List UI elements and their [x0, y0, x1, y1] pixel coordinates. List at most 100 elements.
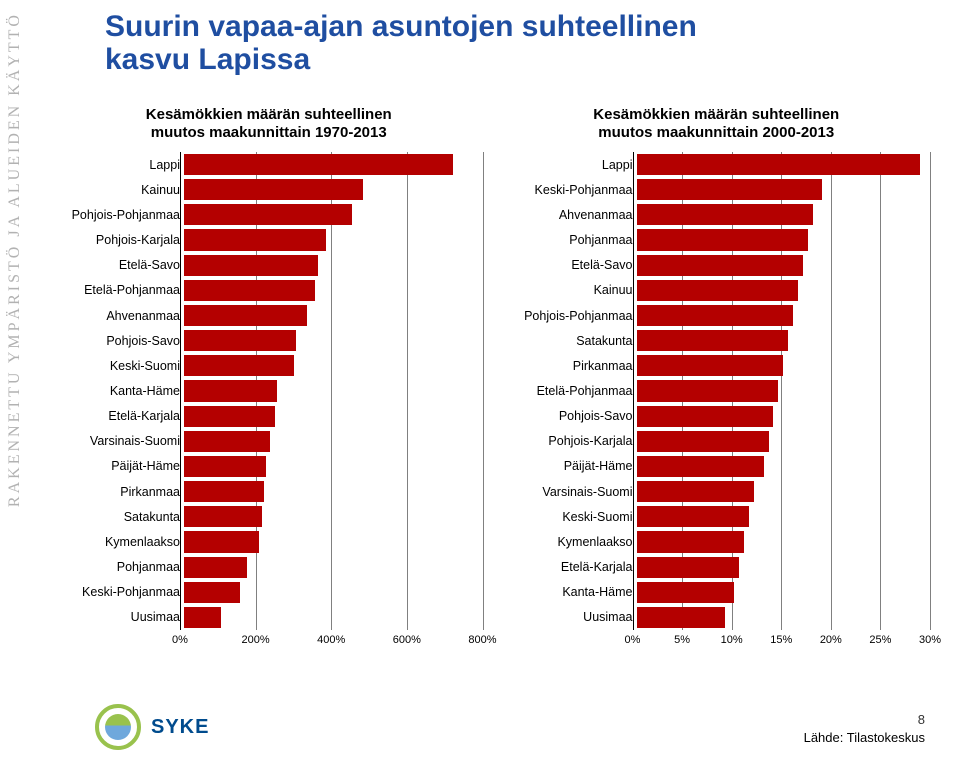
axis-tick-label: 0% [172, 634, 188, 646]
bar-row: Kainuu [503, 278, 931, 303]
source-label: Lähde: Tilastokeskus [804, 730, 925, 745]
bar-row: Etelä-Karjala [55, 404, 483, 429]
category-label: Pohjois-Pohjanmaa [503, 309, 637, 323]
bar [637, 406, 774, 427]
bar [184, 380, 277, 401]
axis-tick-label: 400% [317, 634, 345, 646]
syke-logo: SYKE [95, 704, 209, 750]
axis-tick-label: 0% [625, 634, 641, 646]
bar-row: Päijät-Häme [503, 454, 931, 479]
bar-row: Päijät-Häme [55, 454, 483, 479]
category-label: Pirkanmaa [503, 359, 637, 373]
bar [184, 229, 326, 250]
chart1-plot: 0%200%400%600%800%LappiKainuuPohjois-Poh… [55, 152, 483, 652]
category-label: Lappi [55, 158, 184, 172]
bar-row: Uusimaa [503, 605, 931, 630]
bar-row: Pohjois-Savo [55, 328, 483, 353]
category-label: Kanta-Häme [503, 585, 637, 599]
bar-track [637, 328, 931, 353]
bar-row: Pohjois-Pohjanmaa [55, 202, 483, 227]
bar-row: Pirkanmaa [55, 479, 483, 504]
category-label: Etelä-Pohjanmaa [503, 384, 637, 398]
bar [184, 204, 352, 225]
bar-row: Kainuu [55, 177, 483, 202]
category-label: Keski-Pohjanmaa [503, 183, 637, 197]
bar-track [637, 177, 931, 202]
category-label: Satakunta [55, 510, 184, 524]
axis-tick-label: 15% [770, 634, 792, 646]
bar-track [184, 177, 483, 202]
category-label: Varsinais-Suomi [503, 485, 637, 499]
bar-row: Keski-Pohjanmaa [503, 177, 931, 202]
logo-icon [95, 704, 141, 750]
category-label: Etelä-Karjala [55, 409, 184, 423]
bar [637, 255, 803, 276]
axis-tick-label: 20% [820, 634, 842, 646]
category-label: Kymenlaakso [55, 535, 184, 549]
bar-track [184, 479, 483, 504]
bar-track [184, 504, 483, 529]
page-title: Suurin vapaa-ajan asuntojen suhteellinen… [105, 10, 940, 76]
bar [184, 582, 240, 603]
bar-track [637, 278, 931, 303]
bar-row: Pohjanmaa [55, 555, 483, 580]
category-label: Pohjois-Savo [503, 409, 637, 423]
bar [184, 305, 307, 326]
bar [637, 582, 735, 603]
bar-track [184, 202, 483, 227]
category-label: Päijät-Häme [503, 459, 637, 473]
bar-row: Kymenlaakso [55, 529, 483, 554]
charts-row: Kesämökkien määrän suhteellinen muutos m… [45, 106, 940, 652]
category-label: Lappi [503, 158, 637, 172]
bar [184, 481, 264, 502]
bar-track [184, 580, 483, 605]
bar-track [637, 605, 931, 630]
category-label: Pirkanmaa [55, 485, 184, 499]
category-label: Pohjois-Karjala [55, 233, 184, 247]
category-label: Etelä-Pohjanmaa [55, 283, 184, 297]
bar-row: Satakunta [55, 504, 483, 529]
bar [184, 179, 363, 200]
bar-row: Etelä-Savo [55, 253, 483, 278]
category-label: Ahvenanmaa [55, 309, 184, 323]
bar [637, 456, 764, 477]
axis-tick-label: 800% [468, 634, 496, 646]
bar [637, 506, 750, 527]
slide-content: Suurin vapaa-ajan asuntojen suhteellinen… [45, 10, 940, 755]
category-label: Pohjanmaa [503, 233, 637, 247]
category-label: Keski-Pohjanmaa [55, 585, 184, 599]
axis-tick-label: 5% [674, 634, 690, 646]
bar [637, 179, 823, 200]
bar-row: Etelä-Karjala [503, 555, 931, 580]
bar-track [637, 504, 931, 529]
chart2-plot: 0%5%10%15%20%25%30%LappiKeski-PohjanmaaA… [503, 152, 931, 652]
bar-row: Uusimaa [55, 605, 483, 630]
category-label: Ahvenanmaa [503, 208, 637, 222]
bar-track [184, 152, 483, 177]
bar [637, 380, 779, 401]
footer: SYKE 8 Lähde: Tilastokeskus [95, 700, 940, 755]
bar [637, 607, 725, 628]
bar-row: Pohjois-Savo [503, 404, 931, 429]
bar [184, 607, 221, 628]
bar-row: Satakunta [503, 328, 931, 353]
category-label: Kainuu [503, 283, 637, 297]
bar [637, 229, 808, 250]
bar-track [637, 303, 931, 328]
bar [637, 330, 789, 351]
bar-row: Ahvenanmaa [55, 303, 483, 328]
bar [184, 355, 294, 376]
bar-track [637, 353, 931, 378]
bar-row: Pohjois-Karjala [503, 429, 931, 454]
bar-track [637, 454, 931, 479]
bar-track [637, 227, 931, 252]
bar-track [637, 152, 931, 177]
category-label: Kainuu [55, 183, 184, 197]
axis-tick-label: 600% [393, 634, 421, 646]
page-number: 8 [918, 712, 925, 727]
bar-row: Kanta-Häme [503, 580, 931, 605]
bar-row: Etelä-Pohjanmaa [503, 378, 931, 403]
bar-row: Lappi [503, 152, 931, 177]
bar [184, 506, 262, 527]
bar-row: Ahvenanmaa [503, 202, 931, 227]
